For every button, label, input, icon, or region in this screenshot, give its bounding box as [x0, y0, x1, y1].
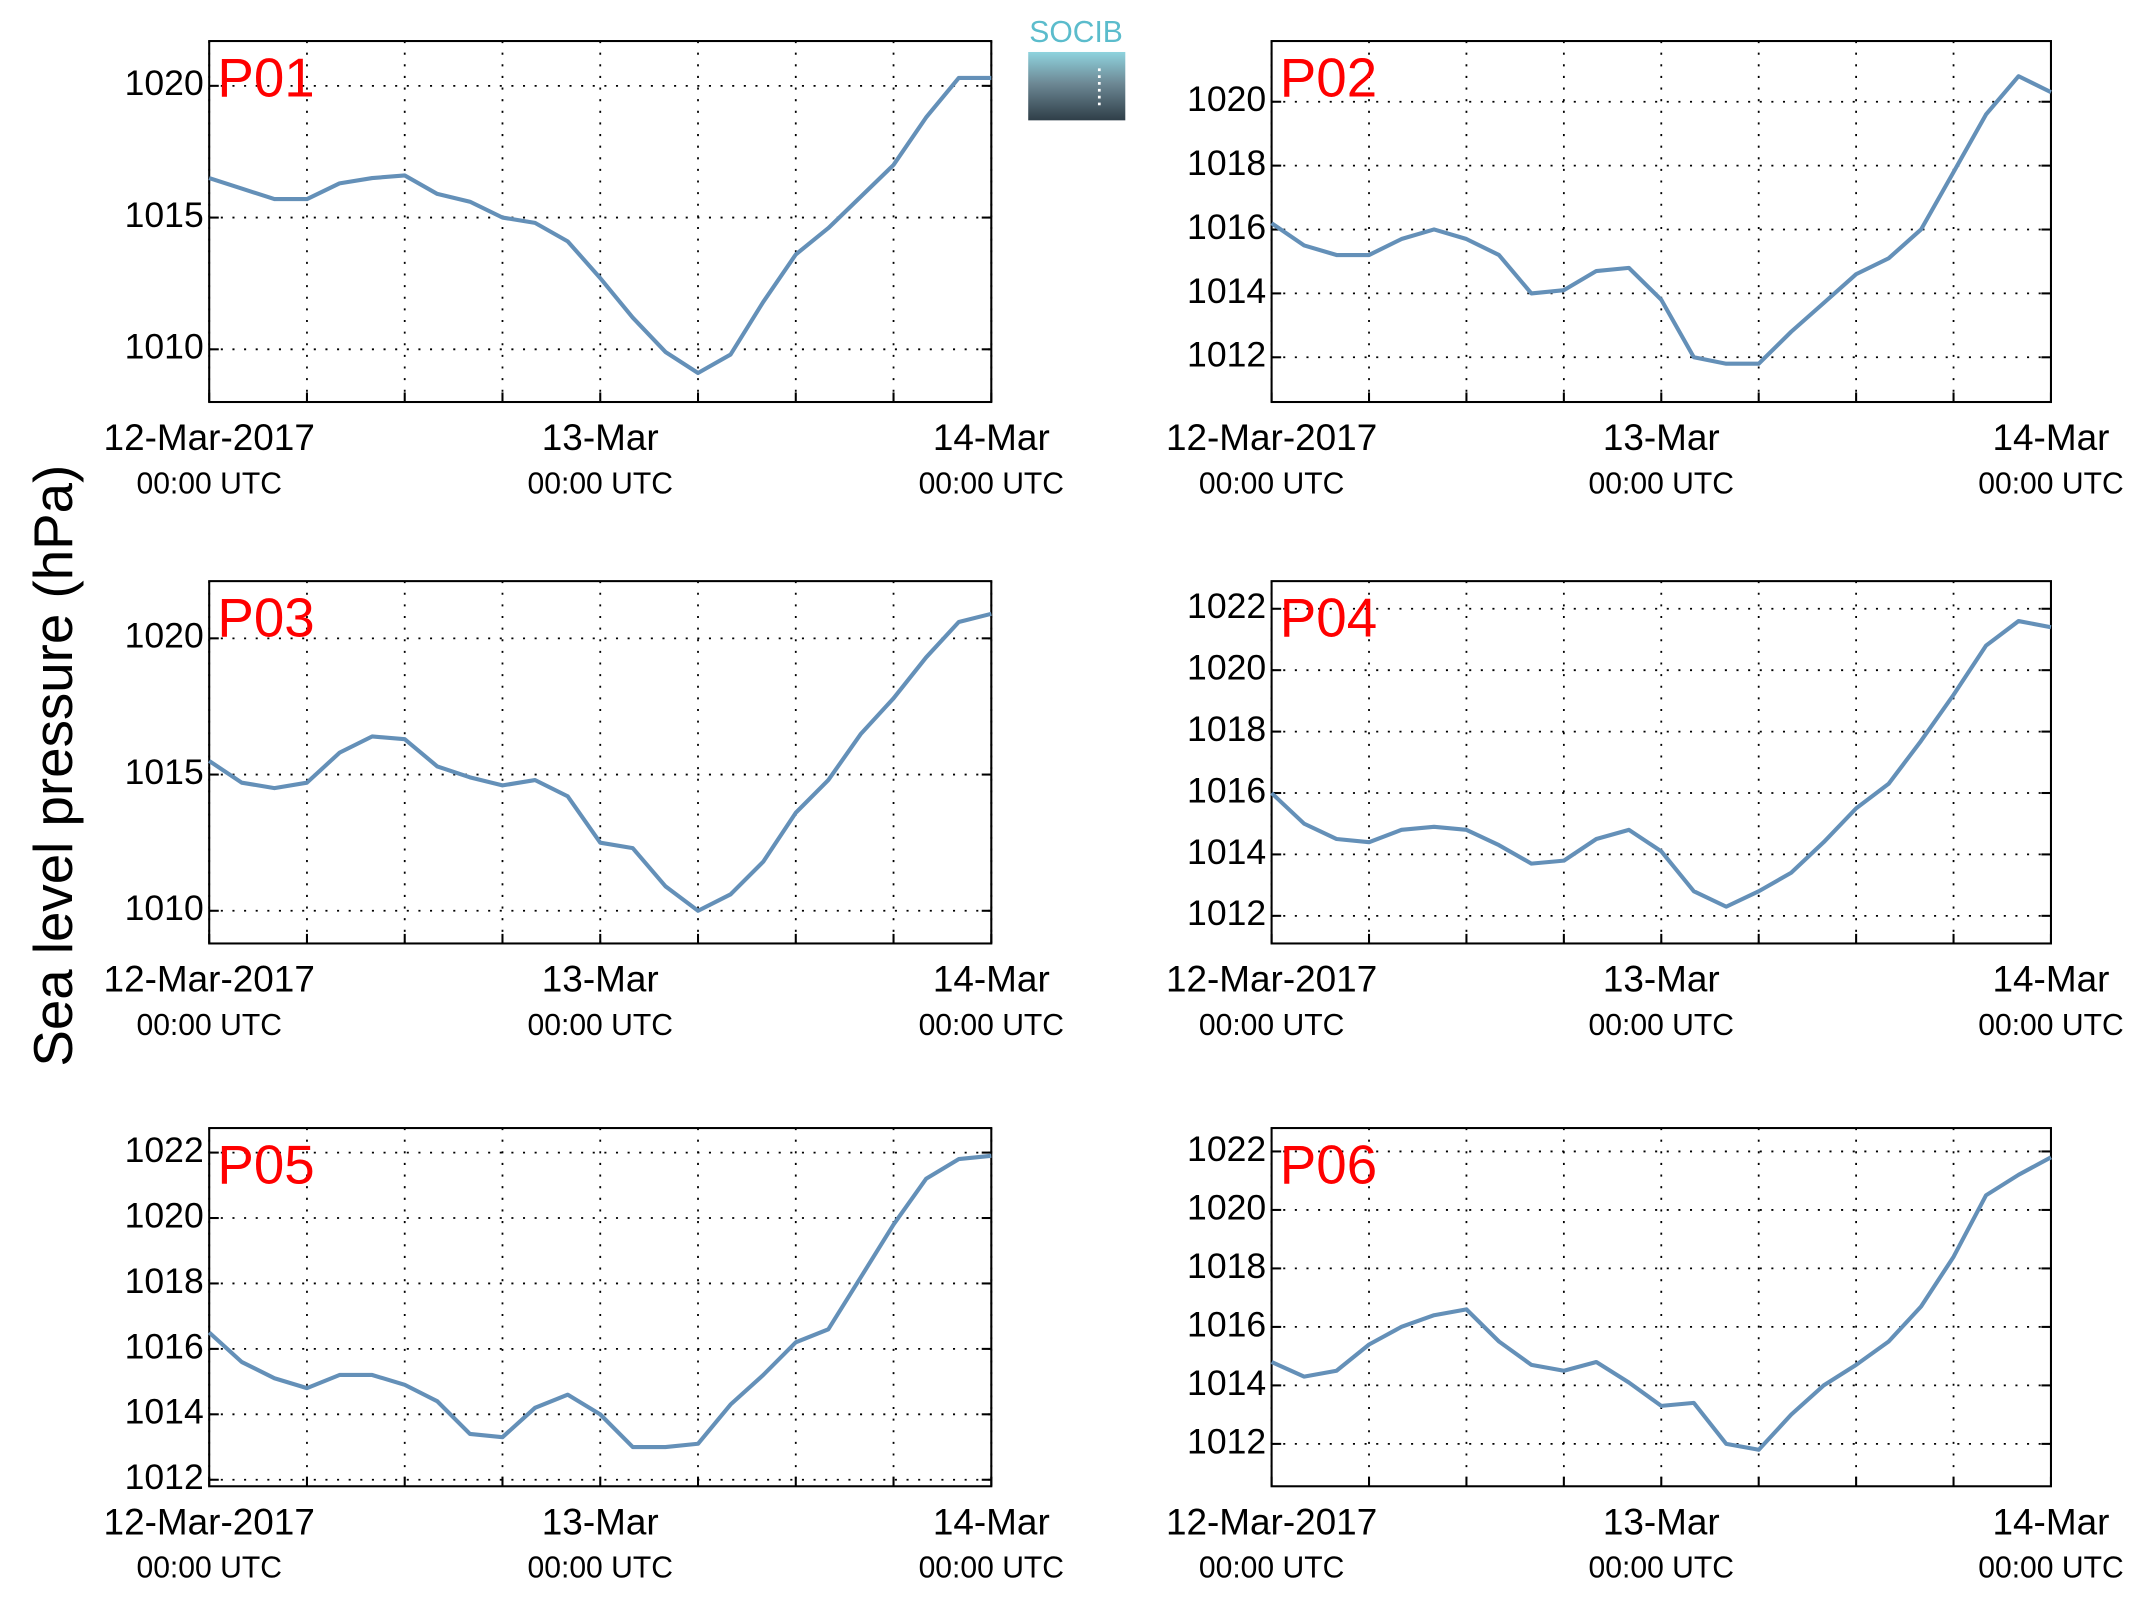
x-tick-label: 14-Mar	[933, 1501, 1050, 1542]
x-tick-label: 13-Mar	[1603, 417, 1720, 458]
logo-text: SOCIB	[1029, 16, 1123, 49]
x-tick-sublabel: 00:00 UTC	[1589, 1552, 1734, 1585]
x-tick-sublabel: 00:00 UTC	[136, 1552, 281, 1585]
y-tick-label: 1014	[1187, 1363, 1266, 1403]
panel-title: P02	[1280, 47, 1377, 109]
x-tick-label: 13-Mar	[542, 1501, 659, 1542]
y-tick-label: 1020	[1187, 1187, 1266, 1227]
y-tick-label: 1020	[125, 616, 204, 656]
plot-frame	[1270, 40, 2052, 404]
y-tick-label: 1018	[1187, 709, 1266, 749]
x-tick-sublabel: 00:00 UTC	[528, 1552, 673, 1585]
y-tick-label: 1016	[1187, 1304, 1266, 1344]
pressure-line	[208, 75, 992, 376]
y-tick-label: 1015	[125, 195, 204, 235]
y-tick-label: 1022	[1187, 586, 1266, 626]
x-tick-label: 14-Mar	[933, 417, 1050, 458]
panel: 1012 1014 1016 1018 1020 1022 12-Mar-2017 00:00…	[104, 1127, 1064, 1585]
y-tick-label: 1012	[1187, 893, 1266, 933]
logo-box	[1028, 51, 1126, 121]
panel-title: P05	[217, 1134, 314, 1196]
x-tick-sublabel: 00:00 UTC	[136, 467, 281, 500]
y-tick-label: 1018	[1187, 1246, 1266, 1286]
panel: 1012 1014 1016 1018 1020 1022 12-Mar-2017 00:00…	[1166, 1127, 2124, 1585]
x-tick-label: 13-Mar	[542, 959, 659, 1000]
x-tick-sublabel: 00:00 UTC	[919, 1552, 1064, 1585]
x-tick-sublabel: 00:00 UTC	[528, 1009, 673, 1042]
y-tick-label: 1020	[1187, 648, 1266, 688]
pressure-line	[207, 1153, 992, 1450]
y-axis-label: Sea level pressure (hPa)	[22, 465, 84, 1067]
y-tick-label: 1014	[1187, 271, 1266, 311]
pressure-line	[208, 611, 992, 913]
y-tick-label: 1014	[1187, 832, 1266, 872]
x-tick-sublabel: 00:00 UTC	[1199, 1552, 1344, 1585]
y-tick-label: 1015	[125, 752, 204, 792]
x-tick-label: 12-Mar-2017	[1166, 1501, 1377, 1542]
x-tick-sublabel: 00:00 UTC	[528, 467, 673, 500]
y-tick-label: 1016	[1187, 207, 1266, 247]
panel: 1012 1014 1016 1018 1020 1022 12-Mar-2017 00:00…	[1166, 580, 2124, 1042]
x-tick-sublabel: 00:00 UTC	[1589, 467, 1734, 500]
panel-title: P01	[217, 47, 314, 109]
y-tick-label: 1022	[1187, 1129, 1266, 1169]
panel: 1010 1015 1020 12-Mar-2017 00:00 UTC 13-Mar 00…	[104, 580, 1064, 1042]
pressure-line	[1270, 74, 2052, 366]
x-tick-sublabel: 00:00 UTC	[919, 467, 1064, 500]
x-tick-sublabel: 00:00 UTC	[1199, 467, 1344, 500]
y-tick-label: 1018	[125, 1261, 204, 1301]
x-tick-label: 13-Mar	[1603, 959, 1720, 1000]
plot-frame	[208, 1127, 993, 1488]
x-tick-sublabel: 00:00 UTC	[136, 1009, 281, 1042]
panel-title: P06	[1280, 1134, 1377, 1196]
y-tick-label: 1022	[125, 1130, 204, 1170]
plot-frame	[1270, 580, 2052, 945]
x-tick-sublabel: 00:00 UTC	[1589, 1009, 1734, 1042]
y-tick-label: 1016	[1187, 770, 1266, 810]
plot-frame	[1270, 1127, 2052, 1488]
panel: 1010 1015 1020 12-Mar-2017 00:00 UTC 13-Mar 00…	[104, 40, 1064, 500]
y-tick-label: 1012	[125, 1457, 204, 1497]
x-tick-sublabel: 00:00 UTC	[1978, 467, 2123, 500]
y-tick-label: 1010	[125, 888, 204, 928]
panel-title: P03	[217, 587, 314, 649]
x-tick-label: 12-Mar-2017	[104, 1501, 315, 1542]
panel: 1012 1014 1016 1018 1020 12-Mar-2017 00:00 UTC…	[1166, 40, 2124, 500]
x-tick-label: 12-Mar-2017	[1166, 417, 1377, 458]
x-tick-label: 12-Mar-2017	[104, 417, 315, 458]
x-tick-label: 12-Mar-2017	[1166, 959, 1377, 1000]
pressure-line	[1270, 619, 2052, 909]
y-tick-label: 1020	[125, 63, 204, 103]
x-tick-label: 13-Mar	[1603, 1501, 1720, 1542]
plot-frame	[208, 40, 993, 404]
y-tick-label: 1010	[125, 327, 204, 367]
y-tick-label: 1012	[1187, 1421, 1266, 1461]
x-tick-label: 14-Mar	[933, 959, 1050, 1000]
y-tick-label: 1018	[1187, 143, 1266, 183]
logo: SOCIB	[1028, 16, 1126, 121]
y-tick-label: 1016	[125, 1326, 204, 1366]
x-tick-label: 12-Mar-2017	[104, 959, 315, 1000]
x-tick-sublabel: 00:00 UTC	[1978, 1009, 2123, 1042]
x-tick-label: 14-Mar	[1993, 1501, 2110, 1542]
x-tick-sublabel: 00:00 UTC	[1199, 1009, 1344, 1042]
x-tick-label: 14-Mar	[1993, 959, 2110, 1000]
pressure-line	[1270, 1155, 2052, 1452]
y-tick-label: 1014	[125, 1392, 204, 1432]
panel-title: P04	[1280, 587, 1377, 649]
x-tick-sublabel: 00:00 UTC	[1978, 1552, 2123, 1585]
x-tick-label: 13-Mar	[542, 417, 659, 458]
y-tick-label: 1020	[1187, 79, 1266, 119]
x-tick-label: 14-Mar	[1993, 417, 2110, 458]
x-tick-sublabel: 00:00 UTC	[919, 1009, 1064, 1042]
y-tick-label: 1020	[125, 1195, 204, 1235]
y-tick-label: 1012	[1187, 335, 1266, 375]
